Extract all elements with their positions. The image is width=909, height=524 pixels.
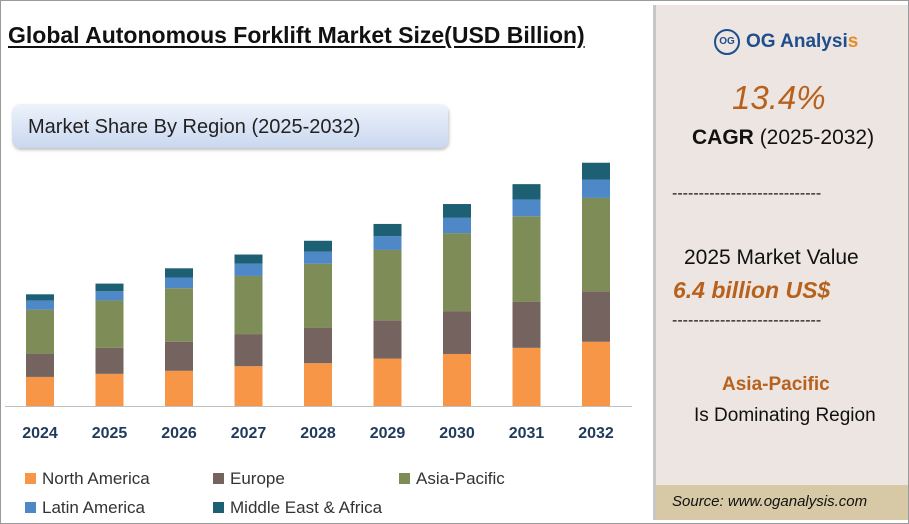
cagr-label-text: CAGR bbox=[692, 126, 754, 149]
x-tick-label: 2029 bbox=[370, 425, 406, 442]
cagr-label: CAGR (2025-2032) bbox=[692, 126, 874, 150]
legend-swatch-latin-america bbox=[25, 502, 36, 513]
bar-2028-middle-east-africa bbox=[304, 240, 332, 252]
stacked-bar-chart: 2024 2025 2026 2027 2028 2029 2030 2031 2032 bbox=[5, 162, 632, 442]
bar-2031-asia-pacific bbox=[512, 216, 541, 302]
legend-label-latin-america: Latin America bbox=[42, 498, 145, 517]
bar-2024-latin-america bbox=[26, 300, 54, 310]
bar-2031-latin-america bbox=[512, 199, 541, 217]
bar-2029-north-america bbox=[373, 358, 402, 406]
bar-2029-middle-east-africa bbox=[373, 223, 402, 237]
bar-2024-north-america bbox=[26, 376, 54, 406]
market-value: 6.4 billion US$ bbox=[673, 277, 831, 303]
logo-badge-icon: OG bbox=[714, 29, 740, 55]
legend-label-europe: Europe bbox=[230, 469, 285, 488]
logo-wordmark: OG Analysis bbox=[746, 31, 858, 53]
legend-label-north-america: North America bbox=[42, 469, 150, 488]
legend-item-asia-pacific: Asia-Pacific bbox=[399, 469, 505, 489]
x-tick-label: 2032 bbox=[578, 425, 614, 442]
x-tick-label: 2025 bbox=[92, 425, 128, 442]
bar-2028-asia-pacific bbox=[304, 263, 332, 328]
legend-swatch-middle-east-africa bbox=[213, 502, 224, 513]
legend-swatch-asia-pacific bbox=[399, 473, 410, 484]
bar-2026-middle-east-africa bbox=[165, 268, 193, 278]
legend-item-middle-east-africa: Middle East & Africa bbox=[213, 498, 382, 518]
bar-2028-latin-america bbox=[304, 251, 332, 264]
separator-top: ---------------------------- bbox=[672, 185, 822, 202]
bar-2030-asia-pacific bbox=[443, 233, 471, 312]
bar-2029-europe bbox=[373, 320, 402, 359]
bar-2027-latin-america bbox=[234, 263, 263, 276]
bar-2030-europe bbox=[443, 311, 471, 354]
bar-2031-north-america bbox=[512, 347, 541, 406]
bar-2032-middle-east-africa bbox=[582, 162, 610, 180]
bar-2024-asia-pacific bbox=[26, 309, 54, 354]
bar-2031-middle-east-africa bbox=[512, 184, 541, 200]
bar-2026-latin-america bbox=[165, 277, 193, 289]
legend-label-asia-pacific: Asia-Pacific bbox=[416, 469, 505, 488]
bar-2032-latin-america bbox=[582, 179, 610, 198]
x-tick-label: 2026 bbox=[161, 425, 197, 442]
x-tick-label: 2027 bbox=[231, 425, 267, 442]
chart-title: Global Autonomous Forklift Market Size(U… bbox=[8, 22, 585, 48]
cagr-period: (2025-2032) bbox=[759, 126, 875, 149]
bar-2032-europe bbox=[582, 291, 610, 342]
x-tick-label: 2024 bbox=[22, 425, 58, 442]
bar-2025-asia-pacific bbox=[95, 300, 124, 348]
bar-2025-latin-america bbox=[95, 291, 124, 301]
bar-2026-asia-pacific bbox=[165, 288, 193, 342]
chart-subtitle: Market Share By Region (2025-2032) bbox=[28, 116, 361, 138]
bar-2025-europe bbox=[95, 347, 124, 374]
market-value-label: 2025 Market Value bbox=[684, 246, 859, 269]
bar-2026-north-america bbox=[165, 370, 193, 406]
bar-2027-europe bbox=[234, 334, 263, 367]
summary-panel: OG OG Analysis 13.4% CAGR (2025-2032) --… bbox=[653, 5, 908, 520]
bar-2025-north-america bbox=[95, 373, 124, 406]
x-tick-label: 2028 bbox=[300, 425, 336, 442]
legend-swatch-europe bbox=[213, 473, 224, 484]
bar-2027-asia-pacific bbox=[234, 275, 263, 335]
bar-2024-middle-east-africa bbox=[26, 294, 54, 301]
bar-2030-north-america bbox=[443, 353, 471, 406]
bar-2032-asia-pacific bbox=[582, 197, 610, 292]
bar-2030-middle-east-africa bbox=[443, 204, 471, 218]
legend-item-north-america: North America bbox=[25, 469, 150, 489]
bar-2026-europe bbox=[165, 341, 193, 371]
x-tick-label: 2030 bbox=[439, 425, 475, 442]
bar-2032-north-america bbox=[582, 341, 610, 406]
bar-2027-north-america bbox=[234, 366, 263, 406]
logo-wordmark-main: OG Analysi bbox=[746, 31, 848, 52]
legend-item-europe: Europe bbox=[213, 469, 285, 489]
dominating-region: Asia-Pacific bbox=[722, 374, 830, 395]
source-text: Source: www.oganalysis.com bbox=[672, 493, 868, 510]
legend-swatch-north-america bbox=[25, 473, 36, 484]
bar-2028-north-america bbox=[304, 363, 332, 406]
dominating-region-text: Is Dominating Region bbox=[694, 405, 876, 426]
legend-label-middle-east-africa: Middle East & Africa bbox=[230, 498, 383, 517]
x-tick-label: 2031 bbox=[509, 425, 545, 442]
bar-2024-europe bbox=[26, 353, 54, 377]
legend-item-latin-america: Latin America bbox=[25, 498, 145, 518]
bar-2031-europe bbox=[512, 301, 541, 348]
bar-2030-latin-america bbox=[443, 217, 471, 234]
subtitle-box: Market Share By Region (2025-2032) bbox=[12, 104, 448, 148]
logo-wordmark-accent: s bbox=[847, 31, 859, 52]
bar-2029-latin-america bbox=[373, 236, 402, 250]
cagr-value: 13.4% bbox=[732, 79, 826, 116]
bar-2027-middle-east-africa bbox=[234, 254, 263, 264]
bar-2029-asia-pacific bbox=[373, 249, 402, 321]
separator-bottom: ---------------------------- bbox=[672, 312, 822, 329]
bar-2025-middle-east-africa bbox=[95, 283, 124, 292]
bar-2028-europe bbox=[304, 327, 332, 364]
source-bar: Source: www.oganalysis.com bbox=[656, 485, 908, 520]
